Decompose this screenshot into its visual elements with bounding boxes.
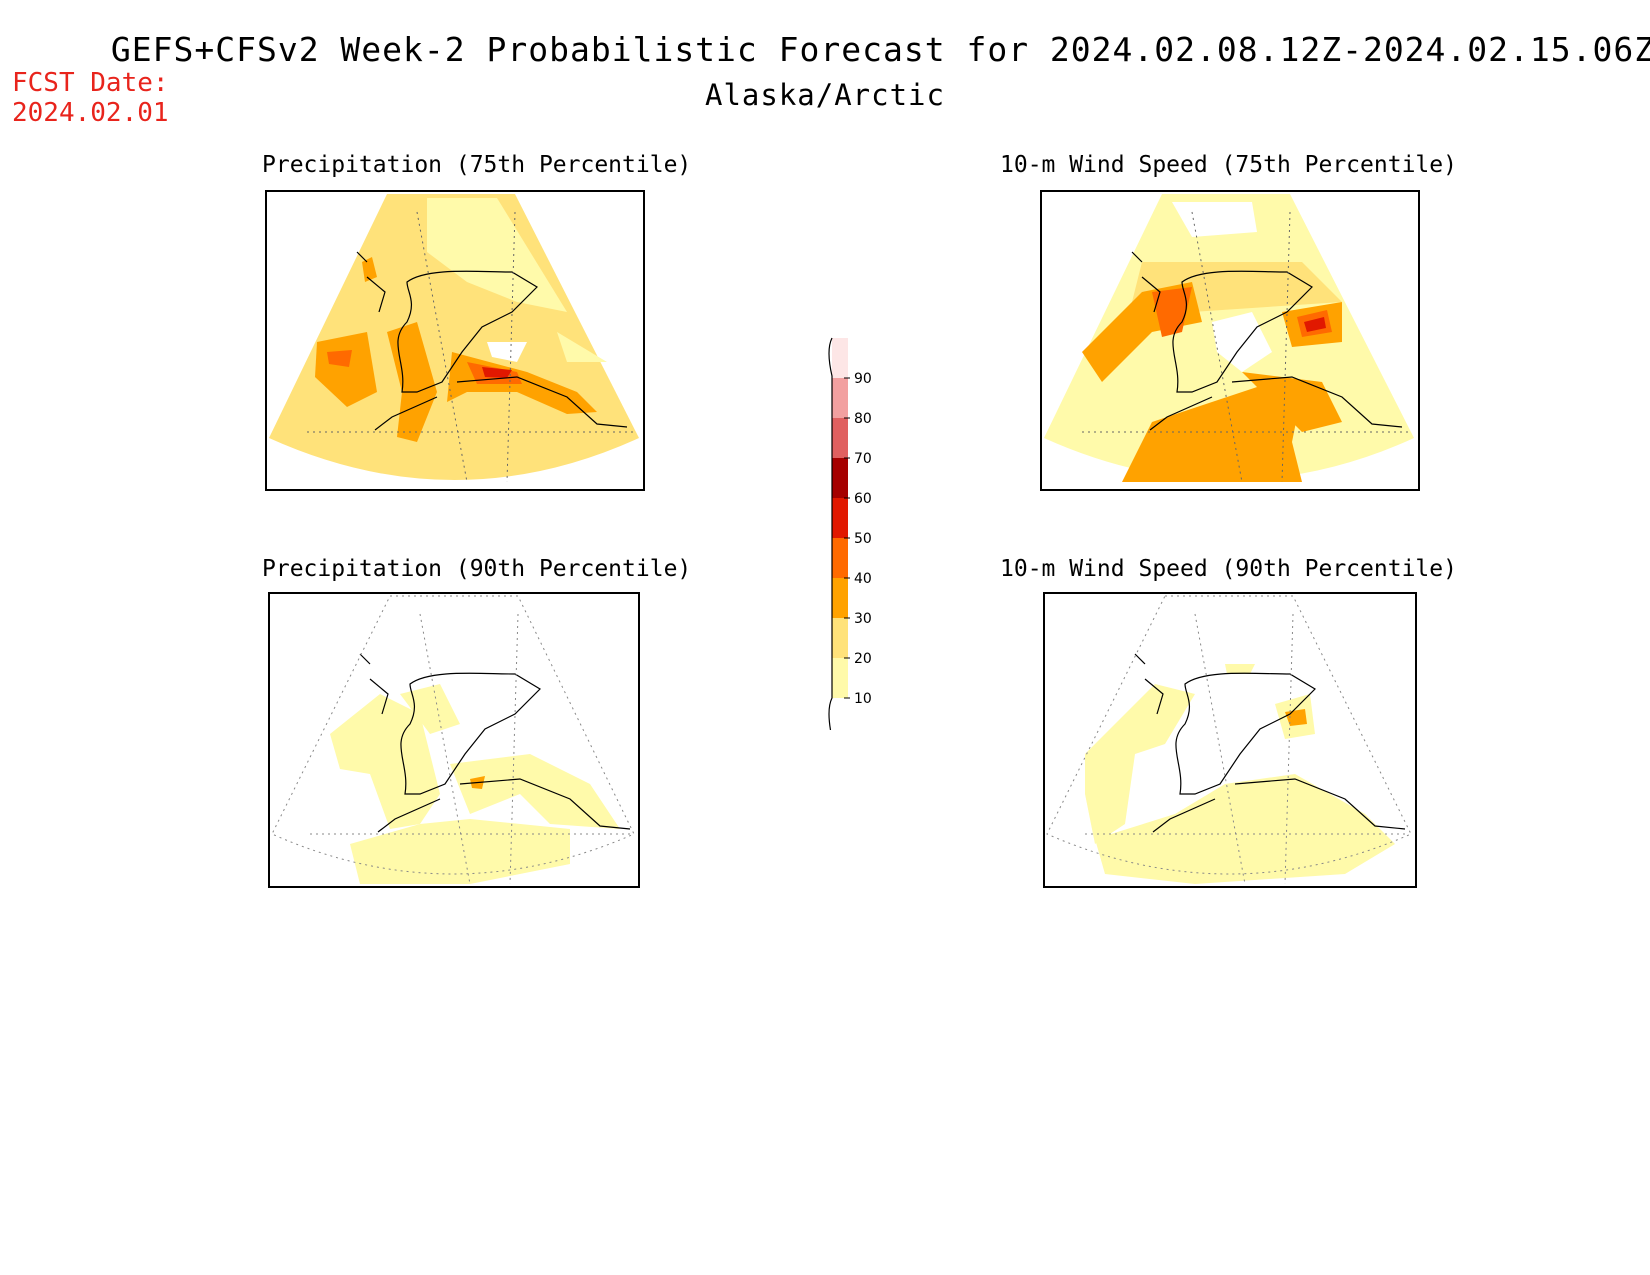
colorbar-label-20: 20 — [854, 651, 872, 667]
colorbar-label-60: 60 — [854, 491, 872, 507]
main-title: GEFS+CFSv2 Week-2 Probabilistic Forecast… — [110, 30, 1650, 69]
colorbar-swatch-40 — [832, 538, 848, 578]
map-wind-90 — [1043, 592, 1417, 888]
map-precip-90 — [268, 592, 640, 888]
panel-title-wind-90: 10-m Wind Speed (90th Percentile) — [1000, 556, 1457, 582]
forecast-date-value: 2024.02.01 — [12, 98, 169, 128]
colorbar-swatch-10 — [832, 658, 848, 698]
colorbar-swatch-30 — [832, 578, 848, 618]
colorbar-label-30: 30 — [854, 611, 872, 627]
colorbar-label-40: 40 — [854, 571, 872, 587]
map-precip-75 — [265, 190, 645, 491]
colorbar-label-90: 90 — [854, 371, 872, 387]
forecast-date-label: FCST Date: — [12, 68, 169, 98]
colorbar-label-50: 50 — [854, 531, 872, 547]
colorbar-swatch-20 — [832, 618, 848, 658]
region-subtitle: Alaska/Arctic — [705, 78, 945, 112]
colorbar-label-10: 10 — [854, 691, 872, 707]
colorbar-label-70: 70 — [854, 451, 872, 467]
colorbar-swatch-70 — [832, 418, 848, 458]
map-wind-75 — [1040, 190, 1420, 491]
colorbar-label-80: 80 — [854, 411, 872, 427]
colorbar-swatch-60 — [832, 458, 848, 498]
colorbar-swatch-50 — [832, 498, 848, 538]
panel-title-precip-90: Precipitation (90th Percentile) — [262, 556, 692, 582]
panel-title-wind-75: 10-m Wind Speed (75th Percentile) — [1000, 152, 1457, 178]
probability-colorbar: 10 20 30 40 50 60 70 80 90 — [828, 337, 872, 730]
colorbar-swatch-80 — [832, 378, 848, 418]
panel-title-precip-75: Precipitation (75th Percentile) — [262, 152, 692, 178]
colorbar-swatch-90 — [832, 338, 848, 378]
